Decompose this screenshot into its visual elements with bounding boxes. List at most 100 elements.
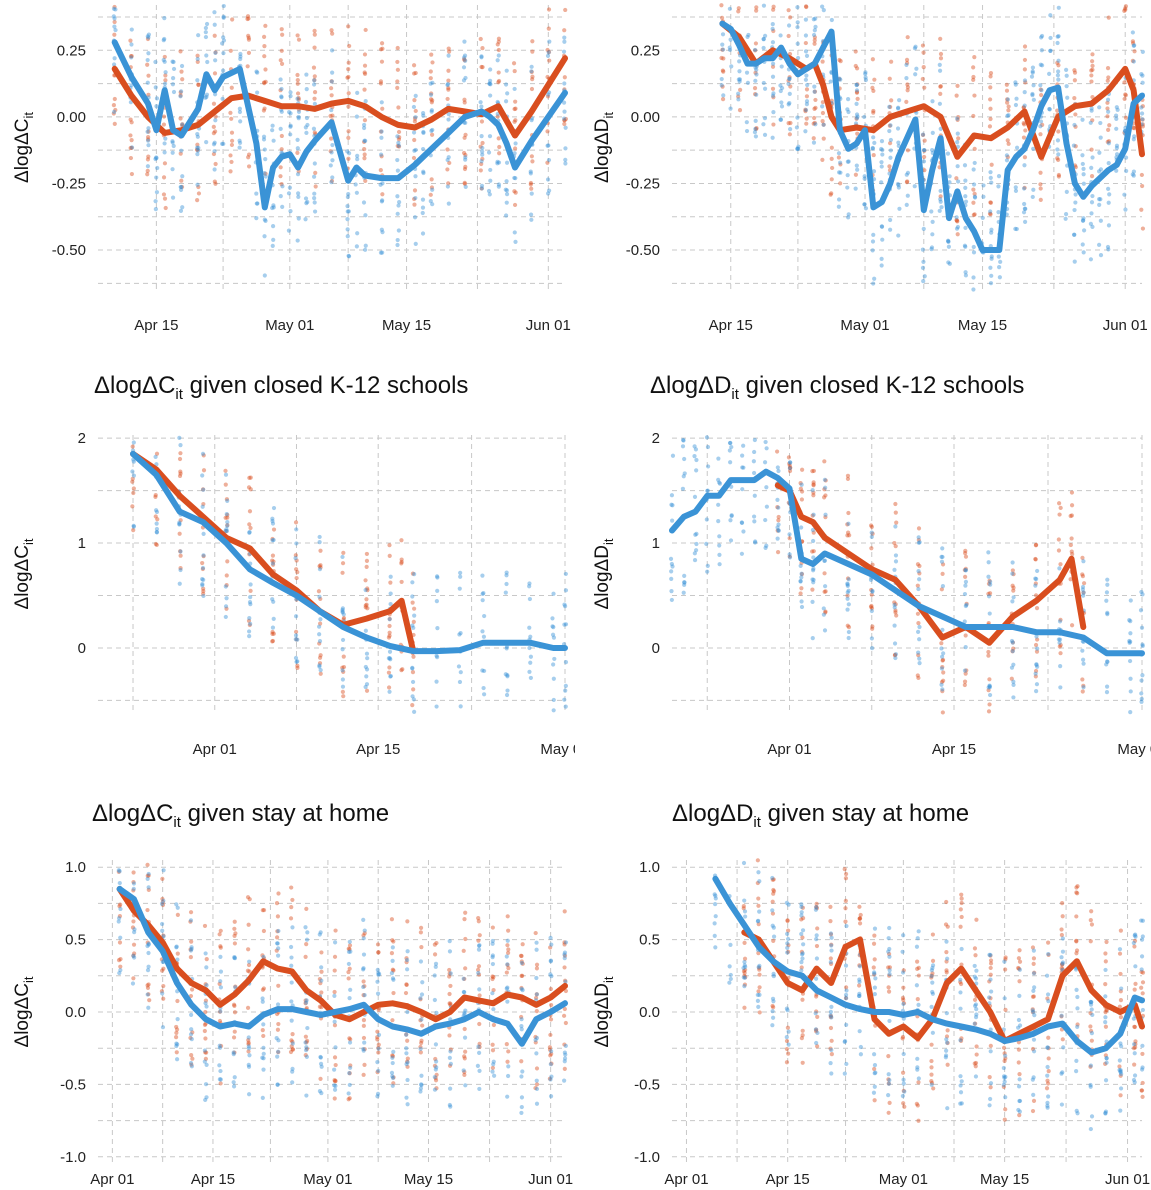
scatter-point bbox=[461, 948, 466, 953]
scatter-point bbox=[1081, 581, 1087, 586]
scatter-point bbox=[479, 186, 485, 191]
scatter-point bbox=[940, 664, 945, 670]
scatter-point bbox=[945, 956, 950, 961]
scatter-point bbox=[505, 914, 510, 919]
scatter-point bbox=[1056, 537, 1061, 542]
scatter-point bbox=[294, 659, 299, 664]
scatter-point bbox=[963, 244, 968, 249]
scatter-point bbox=[1057, 501, 1062, 506]
scatter-point bbox=[820, 59, 825, 64]
scatter-point bbox=[163, 136, 168, 141]
scatter-point bbox=[145, 36, 151, 42]
scatter-point bbox=[1003, 1095, 1008, 1100]
scatter-point bbox=[1004, 158, 1010, 163]
scatter-point bbox=[546, 50, 551, 55]
scatter-point bbox=[130, 925, 136, 930]
scatter-point bbox=[1140, 918, 1145, 923]
scatter-point bbox=[534, 1066, 540, 1071]
scatter-point bbox=[490, 961, 496, 967]
scatter-point bbox=[800, 951, 805, 956]
scatter-point bbox=[784, 1038, 790, 1044]
scatter-point bbox=[262, 54, 267, 59]
scatter-point bbox=[785, 931, 790, 936]
scatter-point bbox=[795, 20, 800, 25]
scatter-point bbox=[955, 232, 960, 237]
scatter-point bbox=[930, 971, 935, 976]
scatter-point bbox=[528, 660, 533, 665]
scatter-point bbox=[888, 227, 893, 232]
scatter-point bbox=[971, 244, 976, 250]
scatter-point bbox=[548, 972, 553, 977]
scatter-point bbox=[1069, 549, 1074, 554]
scatter-point bbox=[276, 946, 281, 951]
scatter-point bbox=[1081, 590, 1086, 595]
scatter-point bbox=[1081, 216, 1086, 221]
scatter-point bbox=[195, 182, 200, 187]
scatter-point bbox=[375, 1037, 380, 1042]
scatter-point bbox=[1030, 1077, 1035, 1082]
scatter-point bbox=[180, 122, 185, 127]
scatter-point bbox=[1038, 197, 1043, 202]
scatter-point bbox=[986, 560, 991, 565]
scatter-point bbox=[154, 530, 160, 535]
scatter-point bbox=[317, 664, 322, 669]
scatter-point bbox=[716, 477, 721, 483]
scatter-point bbox=[787, 461, 792, 466]
scatter-point bbox=[290, 1039, 295, 1044]
scatter-point bbox=[776, 468, 781, 474]
scatter-point bbox=[828, 956, 833, 961]
scatter-point bbox=[892, 540, 897, 546]
scatter-point bbox=[1060, 961, 1065, 967]
scatter-point bbox=[989, 227, 994, 232]
scatter-point bbox=[1056, 152, 1061, 157]
scatter-point bbox=[845, 522, 850, 527]
scatter-point bbox=[332, 1079, 338, 1084]
scatter-point bbox=[534, 1078, 539, 1083]
scatter-point bbox=[813, 1011, 818, 1016]
scatter-point bbox=[434, 679, 439, 684]
scatter-point bbox=[1072, 70, 1078, 75]
scatter-point bbox=[858, 1052, 864, 1057]
scatter-point bbox=[519, 953, 524, 959]
scatter-point bbox=[987, 952, 992, 958]
scatter-point bbox=[547, 39, 552, 44]
scatter-point bbox=[905, 88, 910, 93]
scatter-point bbox=[131, 953, 136, 958]
scatter-point bbox=[1080, 677, 1085, 682]
scatter-point bbox=[1060, 1037, 1065, 1042]
scatter-point bbox=[495, 114, 500, 119]
scatter-point bbox=[1140, 80, 1145, 85]
scatter-point bbox=[276, 1038, 281, 1043]
scatter-point bbox=[504, 179, 509, 184]
scatter-point bbox=[303, 196, 309, 201]
scatter-point bbox=[771, 925, 776, 930]
scatter-point bbox=[1105, 582, 1110, 587]
scatter-point bbox=[496, 70, 501, 75]
scatter-point bbox=[1006, 113, 1011, 118]
scatter-point bbox=[1056, 172, 1061, 178]
scatter-point bbox=[562, 28, 567, 33]
scatter-point bbox=[1128, 598, 1133, 603]
scatter-point bbox=[404, 1095, 409, 1100]
scatter-point bbox=[395, 237, 400, 243]
y-tick-label: 0.5 bbox=[639, 932, 660, 949]
scatter-point bbox=[1123, 93, 1128, 98]
scatter-point bbox=[404, 1032, 409, 1037]
scatter-point bbox=[296, 37, 302, 42]
scatter-point bbox=[813, 97, 818, 103]
scatter-point bbox=[752, 493, 757, 498]
scatter-point bbox=[462, 181, 468, 186]
scatter-point bbox=[203, 1056, 208, 1061]
scatter-point bbox=[419, 945, 424, 950]
scatter-point bbox=[1017, 1098, 1023, 1104]
scatter-point bbox=[940, 584, 946, 589]
scatter-point bbox=[829, 1052, 834, 1057]
scatter-point bbox=[1081, 181, 1086, 186]
scatter-point bbox=[778, 117, 784, 122]
scatter-point bbox=[805, 82, 810, 88]
scatter-point bbox=[458, 574, 463, 579]
scatter-point bbox=[347, 996, 352, 1001]
scatter-point bbox=[232, 954, 237, 960]
scatter-point bbox=[811, 549, 816, 554]
